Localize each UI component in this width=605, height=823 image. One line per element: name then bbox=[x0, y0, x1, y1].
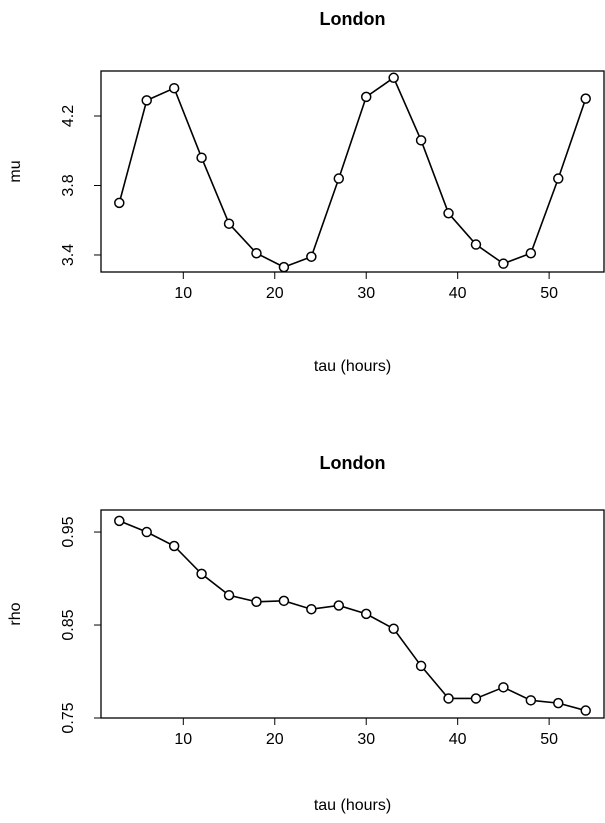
point bbox=[525, 695, 537, 706]
point bbox=[333, 173, 345, 184]
point bbox=[223, 218, 235, 229]
point bbox=[306, 603, 317, 615]
point bbox=[306, 251, 317, 262]
point bbox=[251, 596, 262, 608]
point bbox=[498, 258, 509, 269]
point bbox=[443, 208, 454, 219]
point bbox=[443, 693, 454, 704]
point bbox=[388, 623, 399, 634]
point bbox=[415, 660, 427, 672]
x-axis-label: tau (hours) bbox=[314, 358, 391, 375]
chart-title: London bbox=[320, 9, 386, 29]
y-axis-label: rho bbox=[7, 602, 24, 625]
line bbox=[118, 520, 586, 712]
x-tick-label: 30 bbox=[357, 731, 375, 748]
point bbox=[553, 697, 564, 709]
point bbox=[141, 95, 152, 106]
x-tick-label: 10 bbox=[174, 731, 192, 748]
y-tick-label: 0.75 bbox=[60, 702, 77, 733]
point bbox=[168, 82, 180, 94]
x-tick-label: 20 bbox=[266, 731, 284, 748]
point bbox=[388, 72, 399, 84]
chart-title: London bbox=[320, 453, 386, 473]
point bbox=[415, 135, 427, 146]
y-tick-label: 0.85 bbox=[60, 609, 77, 640]
y-axis-label: mu bbox=[7, 160, 24, 182]
point bbox=[498, 682, 509, 693]
x-tick-label: 50 bbox=[540, 731, 558, 748]
point bbox=[360, 608, 372, 620]
line bbox=[118, 76, 587, 269]
point bbox=[470, 693, 482, 704]
point bbox=[141, 526, 152, 538]
point bbox=[168, 540, 180, 552]
y-tick-label: 4.2 bbox=[60, 105, 77, 127]
point bbox=[223, 590, 235, 601]
y-tick-label: 0.95 bbox=[60, 516, 77, 547]
plot-box bbox=[100, 509, 605, 719]
point bbox=[470, 239, 482, 250]
point bbox=[196, 152, 207, 163]
x-tick-label: 30 bbox=[357, 285, 375, 302]
x-axis-label: tau (hours) bbox=[314, 797, 391, 814]
x-tick-label: 50 bbox=[540, 285, 558, 302]
point bbox=[114, 515, 125, 527]
x-tick-label: 20 bbox=[266, 285, 284, 302]
y-tick-label: 3.8 bbox=[60, 174, 77, 196]
point bbox=[580, 705, 591, 716]
x-tick-label: 40 bbox=[449, 731, 467, 748]
point bbox=[525, 247, 537, 259]
point bbox=[580, 93, 591, 104]
point bbox=[196, 568, 207, 580]
point bbox=[333, 600, 345, 611]
point bbox=[360, 91, 372, 103]
y-tick-label: 3.4 bbox=[60, 244, 77, 266]
plot-box bbox=[100, 70, 605, 273]
point bbox=[278, 261, 290, 273]
x-tick-label: 10 bbox=[174, 285, 192, 302]
x-tick-label: 40 bbox=[449, 285, 467, 302]
point bbox=[251, 247, 262, 259]
point bbox=[278, 595, 290, 607]
point bbox=[114, 197, 125, 209]
point bbox=[553, 173, 564, 184]
